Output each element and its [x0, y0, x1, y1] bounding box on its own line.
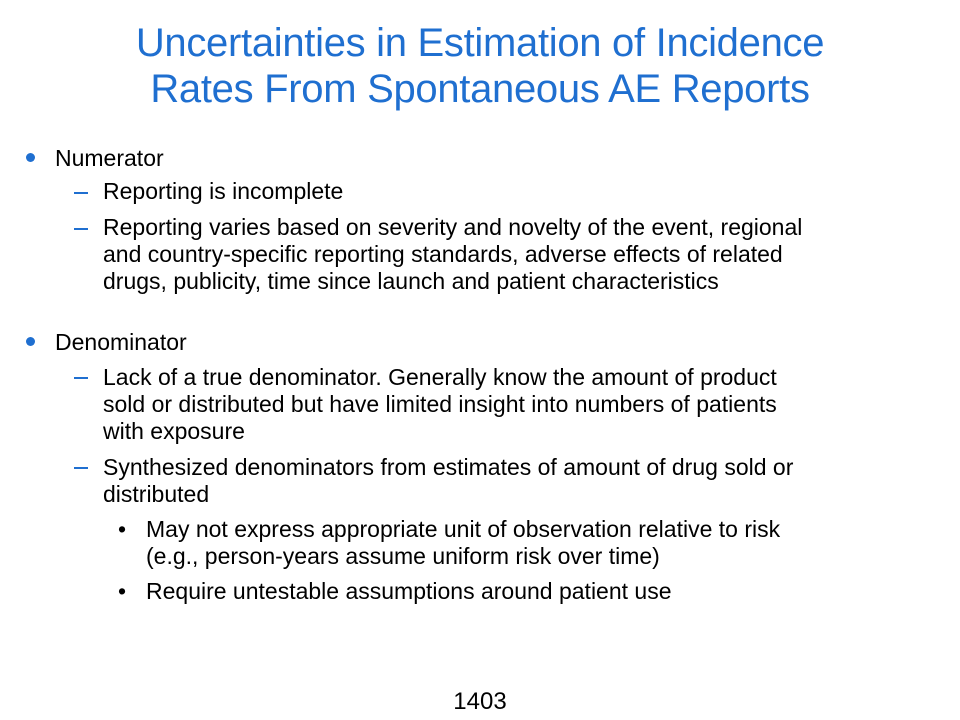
denominator-subpoint-2: Require untestable assumptions around pa… — [146, 578, 672, 604]
page-number: 1403 — [453, 688, 507, 715]
bullet-dot-icon — [26, 337, 35, 346]
numerator-point-2-line-1: Reporting varies based on severity and n… — [103, 214, 803, 240]
dash-bullet-icon — [74, 192, 88, 194]
slide-title-line-1: Uncertainties in Estimation of Incidence — [135, 21, 825, 65]
bullet-dot-icon — [26, 153, 35, 162]
denominator-point-1-line-2: sold or distributed but have limited ins… — [103, 391, 777, 417]
slide-title-line-2: Rates From Spontaneous AE Reports — [150, 67, 810, 111]
numerator-point-2-line-2: and country-specific reporting standards… — [103, 241, 783, 267]
denominator-point-1-line-1: Lack of a true denominator. Generally kn… — [103, 364, 777, 390]
denominator-point-1-line-3: with exposure — [103, 418, 245, 444]
round-bullet-icon: • — [118, 516, 127, 542]
round-bullet-icon: • — [118, 578, 127, 604]
dash-bullet-icon — [74, 467, 88, 469]
slide-title: Uncertainties in Estimation of Incidence… — [20, 20, 940, 112]
denominator-point-2-line-2: distributed — [103, 481, 210, 507]
denominator-point-2-line-1: Synthesized denominators from estimates … — [103, 454, 794, 480]
dash-bullet-icon — [74, 228, 88, 230]
numerator-point-2-line-3: drugs, publicity, time since launch and … — [103, 268, 719, 294]
dash-bullet-icon — [74, 377, 88, 379]
numerator-heading: Numerator — [55, 145, 164, 171]
denominator-subpoint-1-line-2: (e.g., person-years assume uniform risk … — [146, 543, 660, 569]
numerator-point-1: Reporting is incomplete — [103, 178, 344, 204]
denominator-subpoint-1-line-1: May not express appropriate unit of obse… — [146, 516, 781, 542]
denominator-heading: Denominator — [55, 329, 187, 355]
